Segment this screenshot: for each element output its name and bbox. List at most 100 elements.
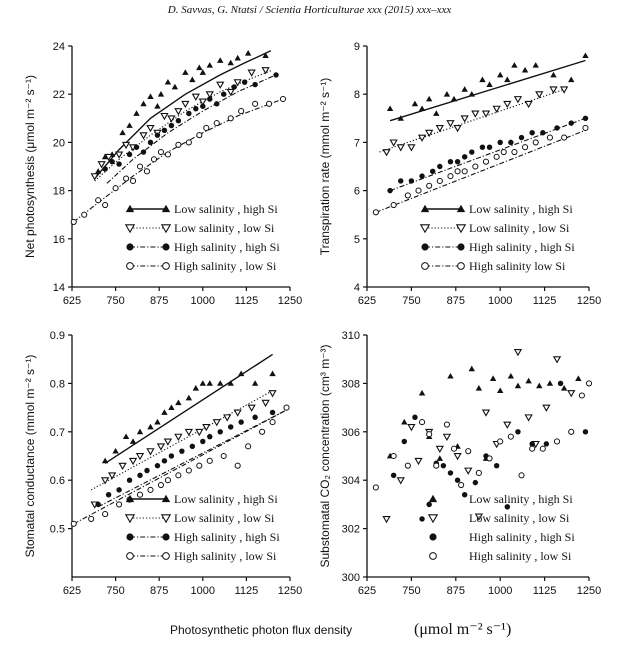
data-point: [514, 382, 522, 389]
data-point: [411, 100, 419, 107]
data-point: [443, 421, 450, 428]
data-point: [191, 93, 200, 101]
data-point: [390, 202, 397, 209]
data-point: [582, 124, 589, 132]
data-point: [252, 414, 258, 420]
data-point: [150, 156, 158, 163]
fit-line-2: [90, 390, 273, 491]
data-point: [214, 101, 220, 107]
data-point: [417, 134, 427, 142]
data-point: [578, 392, 585, 399]
legend-marker: [457, 262, 465, 270]
legend-marker: [160, 514, 172, 524]
data-point: [481, 409, 491, 417]
y-axis-label: Stomatal conductance (mmol m⁻² s⁻¹): [23, 355, 37, 558]
legend-label: High salinity , high Si: [174, 530, 280, 544]
data-point: [192, 385, 200, 391]
data-point: [116, 501, 123, 508]
data-point: [269, 370, 276, 377]
data-point: [433, 110, 440, 116]
data-point: [227, 59, 234, 66]
data-point: [460, 115, 469, 123]
legend-label: High salinity , high Si: [469, 240, 575, 254]
data-point: [233, 409, 242, 417]
data-point: [468, 91, 475, 97]
chart-panel-2: 4 5 6 7 8 9 625 750 875 1000 1125 1250 Transpiration…: [318, 41, 601, 307]
y-tick-label: 18: [53, 186, 65, 198]
data-point: [386, 105, 394, 112]
data-point: [425, 95, 433, 102]
data-point: [396, 144, 405, 152]
data-point: [154, 132, 161, 138]
data-point: [105, 492, 112, 498]
data-point: [475, 385, 483, 391]
data-point: [511, 148, 518, 156]
data-point: [479, 76, 486, 83]
data-point: [535, 91, 544, 99]
data-point: [524, 100, 533, 109]
data-point: [497, 438, 504, 445]
legend-marker: [160, 224, 172, 234]
data-point: [70, 520, 77, 527]
data-point: [140, 149, 147, 155]
data-point: [181, 100, 190, 109]
data-point: [418, 419, 426, 426]
data-point: [161, 127, 168, 134]
data-point: [532, 139, 539, 146]
data-point: [205, 91, 214, 99]
data-point: [504, 76, 511, 83]
data-point: [273, 72, 279, 78]
data-point: [426, 182, 433, 189]
x-tick-label: 1125: [235, 295, 259, 307]
x-tick-label: 750: [106, 585, 124, 597]
data-point: [102, 166, 108, 172]
data-point: [206, 62, 213, 68]
data-point: [261, 67, 270, 75]
data-point: [442, 433, 452, 441]
legend-marker: [456, 204, 466, 213]
x-tick-label: 1250: [278, 295, 302, 307]
data-point: [435, 124, 444, 133]
y-tick-label: 16: [53, 234, 65, 246]
data-point: [390, 472, 397, 479]
data-point: [247, 69, 256, 77]
data-point: [266, 100, 273, 107]
data-point: [418, 389, 426, 396]
data-point: [136, 491, 144, 498]
data-point: [233, 79, 242, 87]
data-point: [582, 429, 589, 435]
legend-label: Low salinity , high Si: [174, 202, 278, 216]
y-tick-label: 310: [342, 330, 360, 342]
data-point: [450, 445, 458, 452]
legend-marker: [455, 224, 467, 234]
legend-marker: [421, 243, 429, 251]
legend-marker: [161, 494, 171, 503]
data-point: [202, 424, 211, 432]
data-point: [223, 414, 232, 422]
x-tick-label: 1250: [577, 295, 601, 307]
data-point: [237, 370, 245, 377]
data-point: [436, 455, 444, 461]
data-point: [247, 404, 256, 412]
legend-label: High salinity , low Si: [174, 259, 277, 273]
y-tick-label: 0.9: [50, 330, 65, 342]
data-point: [461, 86, 468, 92]
x-tick-label: 875: [447, 585, 465, 597]
data-point: [372, 209, 379, 216]
data-point: [186, 110, 192, 117]
data-point: [503, 100, 512, 109]
data-point: [216, 81, 225, 89]
data-point: [157, 148, 165, 156]
data-point: [412, 414, 418, 420]
data-point: [542, 404, 551, 412]
legend-marker: [161, 204, 171, 213]
data-point: [500, 148, 507, 156]
data-point: [447, 372, 454, 379]
x-tick-label: 1125: [533, 295, 557, 307]
data-point: [118, 462, 127, 470]
data-point: [567, 390, 576, 398]
data-point: [582, 52, 589, 59]
data-point: [198, 98, 207, 106]
data-point: [135, 453, 145, 461]
data-point: [143, 168, 151, 175]
